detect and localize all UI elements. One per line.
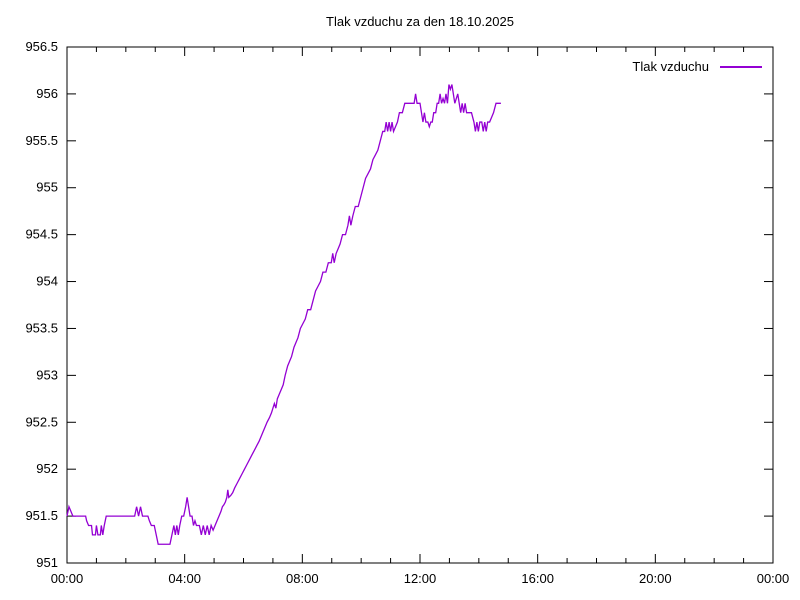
y-tick-label: 953.5 <box>25 320 58 335</box>
y-tick-label: 954.5 <box>25 227 58 242</box>
x-tick-label: 20:00 <box>639 571 672 586</box>
chart-title: Tlak vzduchu za den 18.10.2025 <box>326 14 514 29</box>
legend-label: Tlak vzduchu <box>632 59 709 74</box>
y-tick-label: 955.5 <box>25 133 58 148</box>
x-tick-label: 00:00 <box>51 571 84 586</box>
x-tick-label: 00:00 <box>757 571 790 586</box>
pressure-line <box>66 84 501 545</box>
legend: Tlak vzduchu <box>632 59 762 74</box>
x-tick-label: 16:00 <box>521 571 554 586</box>
y-tick-label: 955 <box>36 180 58 195</box>
y-tick-label: 956 <box>36 86 58 101</box>
y-tick-label: 952 <box>36 461 58 476</box>
x-tick-label: 12:00 <box>404 571 437 586</box>
legend-line-sample <box>720 65 762 68</box>
y-tick-label: 952.5 <box>25 414 58 429</box>
y-tick-label: 951 <box>36 555 58 570</box>
y-tick-label: 956.5 <box>25 39 58 54</box>
x-tick-label: 08:00 <box>286 571 319 586</box>
x-tick-label: 04:00 <box>168 571 201 586</box>
plot-border <box>66 46 774 564</box>
y-tick-label: 953 <box>36 367 58 382</box>
y-tick-label: 954 <box>36 274 58 289</box>
y-tick-label: 951.5 <box>25 508 58 523</box>
